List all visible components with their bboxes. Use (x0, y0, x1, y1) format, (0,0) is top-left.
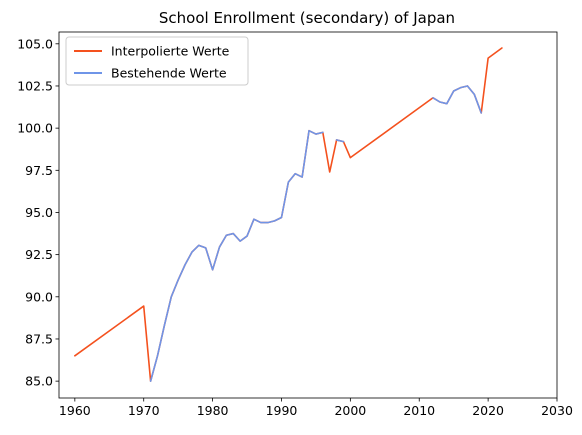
x-axis: 1960 1970 1980 1990 2000 2010 2020 2030 (59, 398, 573, 418)
y-tick-label: 92.5 (25, 247, 53, 262)
y-tick-label: 97.5 (25, 163, 53, 178)
x-tick-label: 2020 (472, 403, 504, 418)
x-tick-label: 1980 (197, 403, 229, 418)
y-axis: 85.0 87.5 90.0 92.5 95.0 97.5 100.0 102.5 105.0 (17, 36, 59, 389)
y-tick-label: 90.0 (25, 289, 53, 304)
legend-box (65, 36, 249, 86)
x-tick-label: 1990 (266, 403, 298, 418)
y-tick-label: 100.0 (17, 121, 53, 136)
x-tick-label: 2010 (403, 403, 435, 418)
y-tick-label: 87.5 (25, 331, 53, 346)
chart-title: School Enrollment (secondary) of Japan (159, 9, 455, 27)
y-tick-label: 102.5 (17, 78, 53, 93)
plot-area (58, 31, 558, 399)
plot-frame (58, 31, 558, 399)
series-line-existing-segment-2 (335, 139, 345, 143)
y-tick-label: 95.0 (25, 205, 53, 220)
series-line-existing-segment-1 (149, 129, 324, 382)
x-tick-label: 2030 (541, 403, 573, 418)
series-line-interpolated (74, 47, 503, 382)
y-tick-label: 85.0 (25, 374, 53, 389)
legend-label-interpolated: Interpolierte Werte (111, 44, 230, 59)
x-tick-label: 1970 (128, 403, 160, 418)
series-line-existing-segment-3 (432, 85, 483, 114)
legend: Interpolierte Werte Bestehende Werte (65, 36, 249, 86)
x-tick-label: 2000 (334, 403, 366, 418)
legend-label-existing: Bestehende Werte (111, 66, 227, 81)
x-tick-label: 1960 (59, 403, 91, 418)
y-tick-label: 105.0 (17, 36, 53, 51)
